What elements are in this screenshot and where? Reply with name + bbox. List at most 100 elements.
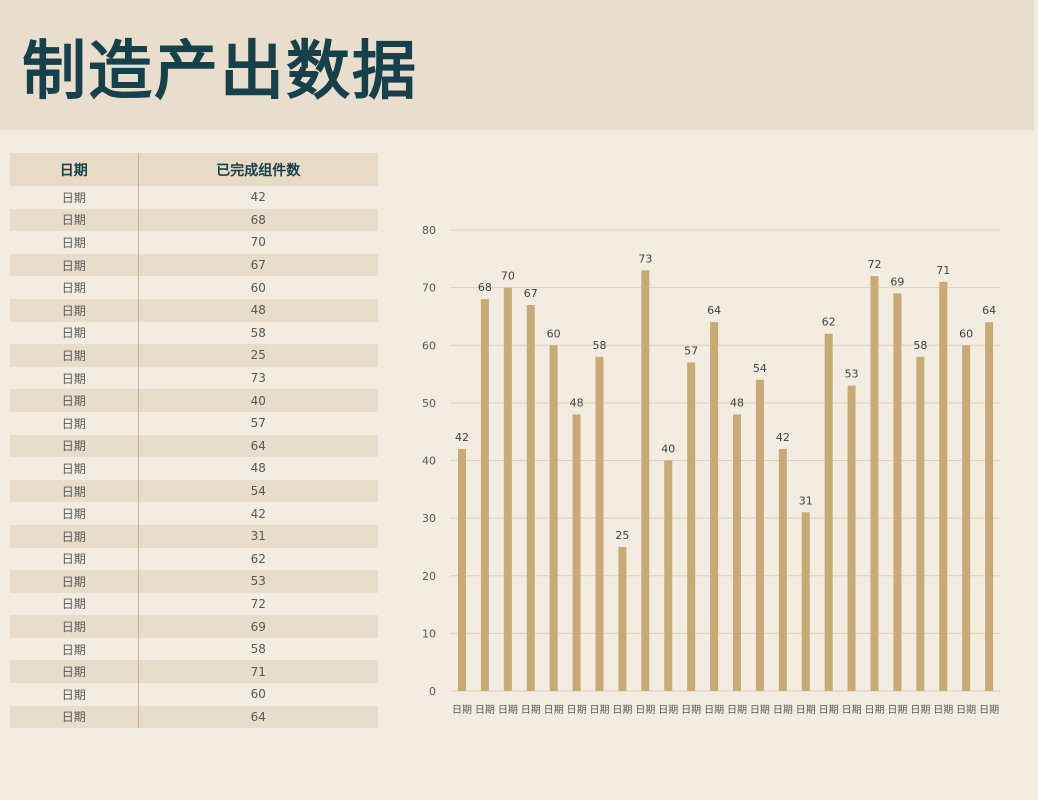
cell-date: 日期 bbox=[10, 615, 139, 638]
cell-date: 日期 bbox=[10, 570, 139, 593]
data-label: 48 bbox=[730, 396, 744, 409]
cell-completed-count: 48 bbox=[138, 298, 378, 322]
cell-date: 日期 bbox=[10, 457, 139, 480]
cell-date: 日期 bbox=[10, 637, 139, 661]
table-row: 日期 42 bbox=[10, 186, 378, 209]
x-tick-label: 日期 bbox=[567, 704, 587, 716]
data-label: 25 bbox=[615, 529, 629, 542]
cell-date: 日期 bbox=[10, 683, 139, 706]
table-row: 日期 40 bbox=[10, 389, 378, 412]
x-tick-label: 日期 bbox=[498, 704, 518, 716]
x-tick-label: 日期 bbox=[727, 704, 747, 716]
cell-date: 日期 bbox=[10, 253, 139, 277]
x-tick-label: 日期 bbox=[865, 704, 885, 716]
bar bbox=[572, 414, 581, 691]
bar bbox=[916, 356, 925, 691]
table-body: 日期 42 日期 68 日期 70 日期 67 日期 60 日期 48 日期 58 日期 25 日期 73 日期 40… bbox=[10, 186, 378, 729]
cell-completed-count: 58 bbox=[138, 321, 378, 345]
bar bbox=[687, 362, 696, 691]
x-tick-label: 日期 bbox=[842, 704, 862, 716]
cell-date: 日期 bbox=[10, 321, 139, 345]
cell-completed-count: 64 bbox=[138, 705, 378, 729]
cell-completed-count: 58 bbox=[138, 637, 378, 661]
cell-date: 日期 bbox=[10, 479, 139, 503]
table-row: 日期 60 bbox=[10, 683, 378, 706]
bar bbox=[618, 546, 627, 691]
data-label: 48 bbox=[570, 396, 584, 409]
data-label: 69 bbox=[890, 275, 904, 288]
x-tick-label: 日期 bbox=[750, 704, 770, 716]
table-row: 日期 48 bbox=[10, 457, 378, 480]
data-label: 62 bbox=[822, 316, 836, 329]
cell-completed-count: 68 bbox=[138, 208, 378, 232]
table-row: 日期 64 bbox=[10, 705, 378, 729]
x-tick-label: 日期 bbox=[544, 704, 564, 716]
bar bbox=[801, 512, 810, 691]
bar bbox=[549, 345, 558, 691]
cell-completed-count: 60 bbox=[138, 276, 378, 299]
bar bbox=[710, 322, 719, 691]
cell-date: 日期 bbox=[10, 434, 139, 458]
table-row: 日期 64 bbox=[10, 434, 378, 458]
data-label: 31 bbox=[799, 494, 813, 507]
cell-date: 日期 bbox=[10, 186, 139, 209]
table-row: 日期 58 bbox=[10, 321, 378, 345]
cell-completed-count: 64 bbox=[138, 434, 378, 458]
table-row: 日期 54 bbox=[10, 479, 378, 503]
table-row: 日期 25 bbox=[10, 344, 378, 367]
x-tick-label: 日期 bbox=[658, 704, 678, 716]
table-row: 日期 68 bbox=[10, 208, 378, 232]
bar bbox=[526, 304, 535, 691]
table-row: 日期 69 bbox=[10, 615, 378, 638]
x-tick-label: 日期 bbox=[590, 704, 610, 716]
cell-completed-count: 42 bbox=[138, 186, 378, 209]
bar bbox=[733, 414, 741, 691]
cell-date: 日期 bbox=[10, 502, 139, 525]
table-row: 日期 71 bbox=[10, 660, 378, 684]
bar bbox=[939, 281, 948, 691]
x-tick-label: 日期 bbox=[681, 704, 701, 716]
table-header-row: 日期 已完成组件数 bbox=[10, 153, 378, 186]
table-row: 日期 31 bbox=[10, 524, 378, 548]
table-row: 日期 42 bbox=[10, 502, 378, 525]
bar bbox=[778, 448, 787, 691]
y-tick-label: 30 bbox=[422, 512, 436, 525]
x-tick-label: 日期 bbox=[933, 704, 953, 716]
cell-date: 日期 bbox=[10, 411, 139, 435]
bar bbox=[503, 287, 512, 691]
y-tick-label: 70 bbox=[422, 282, 436, 295]
cell-completed-count: 69 bbox=[138, 615, 378, 638]
data-label: 73 bbox=[638, 252, 652, 265]
table-row: 日期 70 bbox=[10, 231, 378, 254]
bar bbox=[595, 356, 604, 691]
table-row: 日期 62 bbox=[10, 547, 378, 571]
data-label: 72 bbox=[868, 258, 882, 271]
cell-completed-count: 42 bbox=[138, 502, 378, 525]
table-row: 日期 60 bbox=[10, 276, 378, 299]
data-label: 60 bbox=[959, 327, 973, 340]
table-row: 日期 57 bbox=[10, 411, 378, 435]
bar bbox=[641, 270, 650, 691]
bar bbox=[847, 385, 856, 691]
data-label: 67 bbox=[524, 287, 538, 300]
cell-completed-count: 31 bbox=[138, 524, 378, 548]
data-label: 64 bbox=[707, 304, 721, 317]
bar bbox=[458, 448, 466, 691]
cell-completed-count: 40 bbox=[138, 389, 378, 412]
cell-date: 日期 bbox=[10, 660, 139, 684]
data-label: 58 bbox=[913, 339, 927, 352]
data-label: 70 bbox=[501, 270, 515, 283]
cell-date: 日期 bbox=[10, 705, 139, 729]
cell-completed-count: 72 bbox=[138, 592, 378, 616]
cell-completed-count: 70 bbox=[138, 231, 378, 254]
bar bbox=[962, 345, 971, 691]
data-label: 71 bbox=[936, 264, 950, 277]
cell-date: 日期 bbox=[10, 547, 139, 571]
data-label: 42 bbox=[776, 431, 790, 444]
data-label: 42 bbox=[455, 431, 469, 444]
cell-date: 日期 bbox=[10, 592, 139, 616]
y-tick-label: 40 bbox=[422, 455, 436, 468]
y-tick-label: 20 bbox=[422, 570, 436, 583]
cell-date: 日期 bbox=[10, 276, 139, 299]
column-header-date: 日期 bbox=[10, 153, 139, 186]
